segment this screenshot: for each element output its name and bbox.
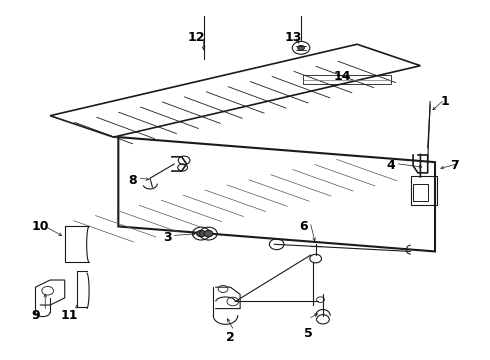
Circle shape bbox=[204, 230, 213, 237]
Text: 2: 2 bbox=[226, 331, 235, 344]
Text: 10: 10 bbox=[32, 220, 49, 233]
Bar bbox=[411, 176, 438, 205]
Text: 7: 7 bbox=[450, 159, 459, 172]
Text: 9: 9 bbox=[31, 309, 40, 322]
Bar bbox=[413, 184, 428, 202]
Text: 14: 14 bbox=[334, 70, 351, 83]
Text: 4: 4 bbox=[387, 159, 395, 172]
Text: 11: 11 bbox=[61, 309, 78, 322]
Text: 6: 6 bbox=[299, 220, 308, 233]
Circle shape bbox=[197, 230, 205, 237]
Text: 3: 3 bbox=[163, 231, 172, 244]
Bar bbox=[303, 75, 391, 84]
Text: 13: 13 bbox=[285, 31, 302, 44]
Text: 5: 5 bbox=[304, 327, 313, 340]
Text: 1: 1 bbox=[441, 95, 449, 108]
Text: 8: 8 bbox=[129, 174, 137, 186]
Text: 12: 12 bbox=[188, 31, 205, 44]
Circle shape bbox=[297, 45, 304, 50]
